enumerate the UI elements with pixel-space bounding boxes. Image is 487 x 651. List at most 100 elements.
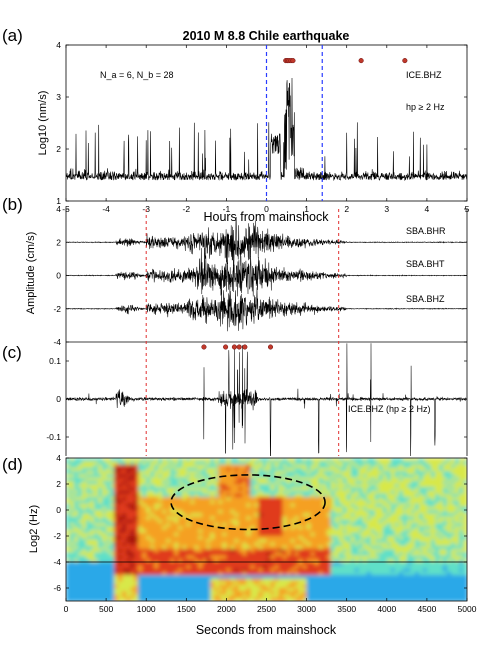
spectrogram-cell — [174, 545, 180, 550]
spectrogram-cell — [374, 480, 380, 485]
spectrogram-cell — [370, 516, 376, 521]
spectrogram-cell — [70, 558, 75, 563]
spectrogram-cell — [278, 500, 284, 505]
spectrogram-cell — [442, 584, 448, 589]
spectrogram-cell — [110, 542, 115, 547]
spectrogram-cell — [370, 500, 376, 505]
spectrogram-cell — [242, 555, 248, 560]
spectrogram-cell — [390, 519, 396, 524]
spectrogram-cell — [370, 578, 376, 583]
spectrogram-cell — [258, 458, 264, 463]
spectrogram-cell — [198, 581, 204, 586]
spectrogram-cell — [342, 545, 348, 550]
spectrogram-cell — [242, 575, 248, 580]
spectrogram-cell — [426, 461, 432, 466]
spectrogram-cell — [122, 545, 127, 550]
spectrogram-cell — [402, 571, 408, 576]
spectrogram-cell — [242, 594, 248, 599]
spectrogram-cell — [358, 513, 364, 518]
spectrogram-cell — [434, 461, 440, 466]
spectrogram-cell — [86, 552, 91, 557]
spectrogram-cell — [214, 474, 220, 479]
spectrogram-cell — [302, 503, 308, 508]
spectrogram-cell — [266, 523, 272, 528]
spectrogram-cell — [114, 575, 119, 580]
spectrogram-cell — [318, 588, 324, 593]
spectrogram-cell — [242, 487, 248, 492]
spectrogram-cell — [138, 487, 143, 492]
spectrogram-cell — [170, 578, 176, 583]
spectrogram-cell — [398, 461, 404, 466]
spectrogram-cell — [278, 571, 284, 576]
spectrogram-cell — [134, 458, 139, 463]
spectrogram-cell — [266, 519, 272, 524]
spectrogram-cell — [114, 578, 119, 583]
spectrogram-cell — [70, 545, 75, 550]
spectrogram-cell — [182, 493, 188, 498]
spectrogram-cell — [322, 529, 328, 534]
spectrogram-cell — [302, 497, 308, 502]
spectrogram-cell — [298, 471, 304, 476]
spectrogram-cell — [290, 568, 296, 573]
spectrogram-cell — [86, 461, 91, 466]
spectrogram-cell — [234, 529, 240, 534]
spectrogram-cell — [214, 552, 220, 557]
spectrogram-cell — [102, 549, 107, 554]
spectrogram-cell — [238, 532, 244, 537]
spectrogram-cell — [198, 591, 204, 596]
spectrogram-cell — [326, 516, 332, 521]
spectrogram-cell — [226, 588, 232, 593]
spectrogram-cell — [454, 506, 460, 511]
spectrogram-cell — [86, 467, 91, 472]
spectrogram-cell — [70, 591, 75, 596]
spectrogram-cell — [290, 487, 296, 492]
spectrogram-cell — [394, 506, 400, 511]
spectrogram-cell — [270, 506, 276, 511]
spectrogram-cell — [402, 500, 408, 505]
spectrogram-cell — [290, 552, 296, 557]
spectrogram-cell — [334, 493, 340, 498]
spectrogram-cell — [406, 552, 412, 557]
spectrogram-cell — [202, 549, 208, 554]
spectrogram-cell — [202, 464, 208, 469]
spectrogram-cell — [158, 497, 164, 502]
spectrogram-cell — [126, 568, 131, 573]
spectrogram-cell — [446, 490, 452, 495]
spectrogram-cell — [90, 474, 95, 479]
spectrogram-cell — [462, 588, 467, 593]
spectrogram-cell — [202, 536, 208, 541]
spectrogram-cell — [78, 487, 83, 492]
spectrogram-cell — [190, 477, 196, 482]
spectrogram-cell — [426, 471, 432, 476]
spectrogram-cell — [322, 558, 328, 563]
spectrogram-cell — [122, 477, 127, 482]
spectrogram-cell — [202, 503, 208, 508]
spectrogram-cell — [390, 458, 396, 463]
spectrogram-cell — [334, 532, 340, 537]
spectrogram-cell — [218, 552, 224, 557]
spectrogram-cell — [114, 477, 119, 482]
spectrogram-cell — [142, 562, 147, 567]
spectrogram-cell — [362, 490, 368, 495]
spectrogram-cell — [134, 523, 139, 528]
spectrogram-cell — [122, 549, 127, 554]
spectrogram-cell — [410, 597, 416, 601]
spectrogram-cell — [234, 516, 240, 521]
spectrogram-cell — [234, 490, 240, 495]
spectrogram-cell — [438, 575, 444, 580]
spectrogram-cell — [242, 493, 248, 498]
spectrogram-cell — [350, 539, 356, 544]
spectrogram-cell — [366, 568, 372, 573]
spectrogram-cell — [146, 503, 152, 508]
spectrogram-cell — [186, 555, 192, 560]
spectrogram-cell — [290, 562, 296, 567]
spectrogram-cell — [142, 571, 147, 576]
spectrogram-cell — [310, 581, 316, 586]
spectrogram-cell — [118, 493, 123, 498]
spectrogram-cell — [266, 471, 272, 476]
spectrogram-cell — [206, 519, 212, 524]
spectrogram-cell — [106, 571, 111, 576]
spectrogram-cell — [422, 467, 428, 472]
spectrogram-cell — [274, 568, 280, 573]
spectrogram-cell — [334, 484, 340, 489]
